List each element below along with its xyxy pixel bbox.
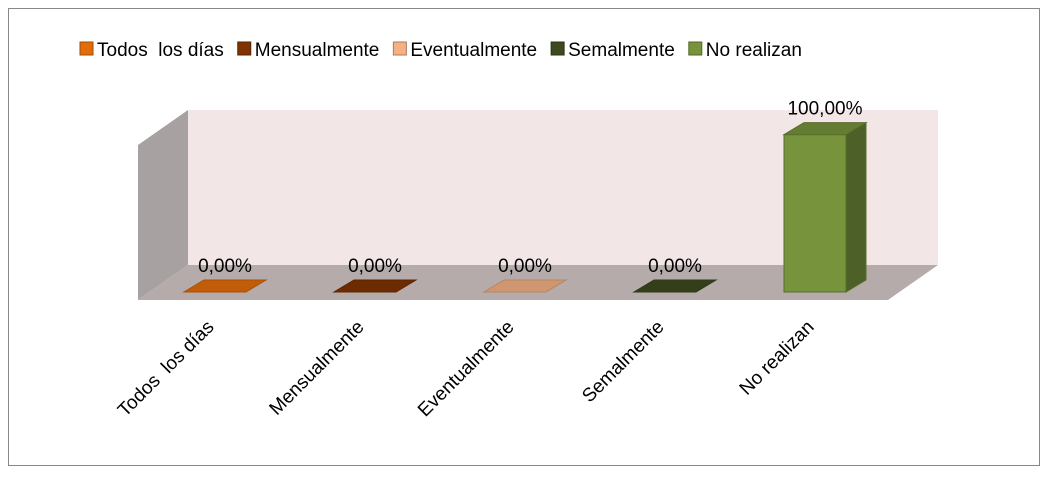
data-label: 0,00% — [348, 256, 402, 277]
bar — [332, 279, 418, 293]
bar-top — [182, 279, 268, 293]
legend-label: Todos los días — [97, 40, 224, 61]
side-wall — [138, 110, 188, 300]
bar-front — [783, 134, 847, 293]
legend-swatch — [550, 41, 565, 56]
legend-swatch — [79, 41, 94, 56]
bar — [482, 279, 568, 293]
legend-swatch — [688, 41, 703, 56]
legend-swatch — [392, 41, 407, 56]
data-label: 100,00% — [787, 99, 862, 120]
data-label: 0,00% — [498, 256, 552, 277]
data-label: 0,00% — [198, 256, 252, 277]
data-label: 0,00% — [648, 256, 702, 277]
bar-top — [482, 279, 568, 293]
bar — [782, 121, 868, 293]
legend-swatch — [237, 41, 252, 56]
bar-top — [782, 122, 868, 136]
legend-label: Eventualmente — [410, 40, 537, 61]
legend-label: Mensualmente — [255, 40, 380, 61]
bar-top — [332, 279, 418, 293]
bar — [632, 279, 718, 293]
bar-top — [632, 279, 718, 293]
bar-side — [845, 121, 867, 293]
bar — [182, 279, 268, 293]
legend-label: No realizan — [706, 40, 802, 61]
legend-label: Semalmente — [568, 40, 675, 61]
